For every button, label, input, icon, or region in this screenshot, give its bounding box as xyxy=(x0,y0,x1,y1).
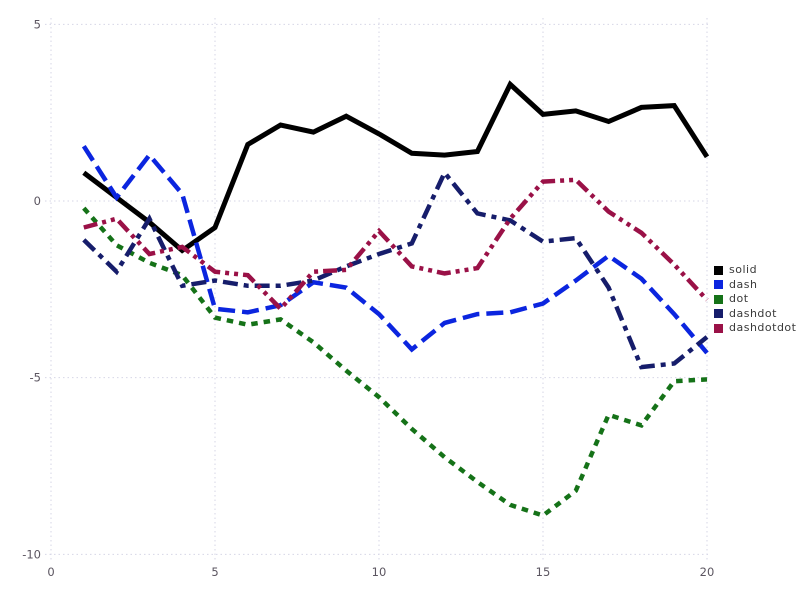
legend-swatch-icon xyxy=(714,323,723,333)
legend-item-dashdotdot: dashdotdot xyxy=(714,321,796,336)
series-line-dashdot xyxy=(82,168,709,370)
legend-label: solid xyxy=(729,263,758,276)
x-tick-label: 15 xyxy=(536,565,551,579)
series-line-dash xyxy=(81,144,709,355)
legend: solid dash dot dashdot dashdotdot xyxy=(714,263,796,336)
legend-item-dot: dot xyxy=(714,292,796,307)
legend-label: dash xyxy=(729,277,758,291)
legend-item-dash: dash xyxy=(714,278,796,293)
legend-item-solid: solid xyxy=(714,263,796,278)
legend-item-dashdot: dashdot xyxy=(714,307,796,322)
x-tick-label: 20 xyxy=(700,565,715,579)
series-line-dot xyxy=(82,206,708,519)
y-tick-label: 5 xyxy=(34,17,41,31)
x-tick-label: 5 xyxy=(211,565,218,579)
x-tick-label: 0 xyxy=(47,565,54,579)
legend-label: dashdotdot xyxy=(729,321,797,334)
legend-swatch-icon xyxy=(714,265,723,275)
y-tick-label: -5 xyxy=(30,371,41,385)
legend-label: dot xyxy=(729,292,749,305)
legend-swatch-icon xyxy=(714,309,723,319)
y-tick-label: -10 xyxy=(22,547,41,561)
legend-swatch-icon xyxy=(714,294,723,304)
legend-label: dashdot xyxy=(729,306,777,320)
x-tick-label: 10 xyxy=(372,565,387,579)
legend-swatch-icon xyxy=(714,280,723,290)
series-line-dashdotdot xyxy=(83,177,709,313)
series-line-solid xyxy=(82,80,710,254)
y-tick-label: 0 xyxy=(34,194,41,208)
